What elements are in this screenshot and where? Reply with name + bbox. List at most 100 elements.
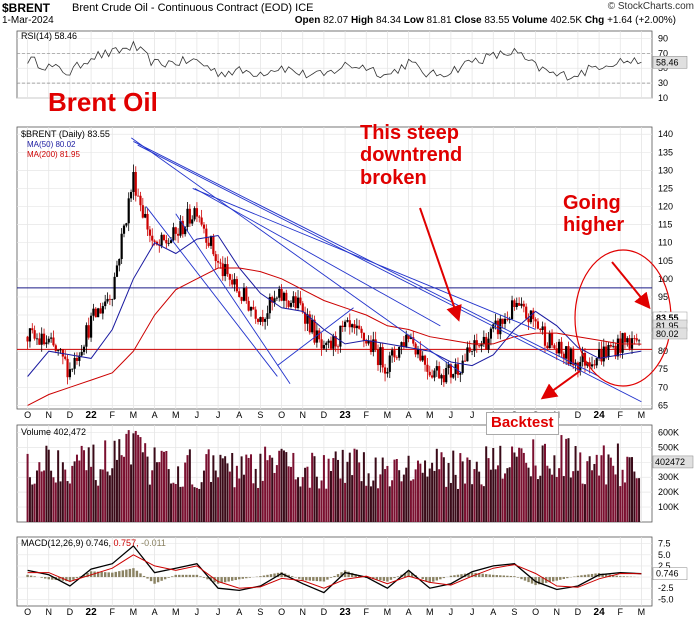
volume-bar xyxy=(97,485,100,522)
high-label: High xyxy=(350,15,374,26)
volume-bar xyxy=(75,454,78,522)
x-tick-label: 23 xyxy=(340,607,352,618)
candle-body xyxy=(581,352,584,363)
macd-histogram-bar xyxy=(65,577,68,582)
candle-body xyxy=(92,308,95,316)
volume-bar xyxy=(334,451,337,522)
candle-body xyxy=(602,346,605,362)
candle-body xyxy=(485,336,488,350)
macd-histogram-bar xyxy=(312,577,315,581)
candle-body xyxy=(179,220,182,236)
volume-bar xyxy=(318,488,321,522)
candle-body xyxy=(419,348,422,361)
backtest-annotation: Backtest xyxy=(486,412,559,435)
volume-bar xyxy=(57,450,60,522)
volume-bar xyxy=(242,474,245,522)
macd-line xyxy=(27,544,642,594)
candle-body xyxy=(191,219,194,224)
close-value: 83.55 xyxy=(484,15,510,26)
volume-bar xyxy=(68,483,71,522)
x-tick-label: O xyxy=(532,607,539,617)
candle-body xyxy=(388,355,391,372)
volume-bar xyxy=(616,443,619,522)
volume-bar xyxy=(344,482,347,522)
candle-body xyxy=(104,301,107,307)
candle-body xyxy=(555,348,558,354)
candle-body xyxy=(66,358,69,378)
candle-body xyxy=(73,357,76,369)
trendline xyxy=(277,307,354,366)
volume-bar xyxy=(553,455,556,522)
x-tick-label: F xyxy=(618,410,624,420)
candle-body xyxy=(172,227,175,241)
rsi-tick-label: 30 xyxy=(658,78,668,88)
candle-body xyxy=(438,366,441,379)
volume-bar xyxy=(466,457,469,522)
macd-histogram-bar xyxy=(298,577,301,579)
macd-tick-label: -5.0 xyxy=(658,594,674,604)
candle-body xyxy=(369,340,373,353)
candle-body xyxy=(287,300,290,307)
macd-histogram-bar xyxy=(329,577,333,578)
candle-body xyxy=(238,291,241,297)
candle-body xyxy=(506,318,509,320)
candle-body xyxy=(113,276,116,300)
volume-bar xyxy=(508,467,511,522)
macd-histogram-bar xyxy=(372,577,375,580)
macd-histogram-bar xyxy=(287,574,290,578)
candle-body xyxy=(633,338,636,339)
volume-bar xyxy=(367,473,370,522)
macd-histogram-bar xyxy=(146,577,149,579)
macd-histogram-bar xyxy=(118,571,121,578)
candle-body xyxy=(452,374,455,378)
volume-bar xyxy=(532,439,535,522)
x-tick-label: D xyxy=(575,410,582,420)
panel-frame-price xyxy=(16,126,653,410)
macd-histogram-bar xyxy=(435,577,439,581)
candle-body xyxy=(515,302,518,307)
volume-bar xyxy=(261,480,264,522)
volume-bar xyxy=(217,477,220,522)
volume-bar xyxy=(54,482,57,522)
volume-bar xyxy=(200,482,203,522)
candle-body xyxy=(120,233,123,260)
candle-body xyxy=(186,208,189,228)
volume-bar xyxy=(141,452,144,522)
volume-bar xyxy=(162,451,165,522)
macd-histogram-bar xyxy=(509,575,513,578)
candle-body xyxy=(139,195,142,206)
symbol-label: $BRENT xyxy=(2,1,51,15)
price-tick-label: 105 xyxy=(658,256,673,266)
volume-bar xyxy=(289,466,292,522)
macd-histogram-bar xyxy=(611,575,615,578)
macd-histogram-bar xyxy=(213,577,216,583)
volume-bar xyxy=(104,440,107,522)
volume-bar xyxy=(393,459,396,522)
macd-histogram-bar xyxy=(322,577,326,582)
volume-bar xyxy=(386,465,389,522)
candle-body xyxy=(541,326,544,330)
macd-histogram-bar xyxy=(396,576,400,578)
macd-histogram-bar xyxy=(238,577,241,580)
volume-bar xyxy=(245,454,248,522)
volume-bar xyxy=(254,468,257,522)
trendline xyxy=(192,188,536,330)
candle-body xyxy=(47,338,50,343)
candle-body xyxy=(496,320,500,335)
candle-body xyxy=(433,370,436,378)
macd-histogram-bar xyxy=(40,577,43,578)
x-tick-label: J xyxy=(449,410,454,420)
macd-histogram-bar xyxy=(619,576,622,578)
volume-bar xyxy=(268,455,271,522)
volume-bar xyxy=(50,470,53,522)
macd-histogram-bar xyxy=(601,573,604,578)
macd-histogram-bar xyxy=(266,574,269,578)
macd-histogram-bar xyxy=(44,577,47,579)
volume-bar xyxy=(113,440,116,522)
macd-histogram-bar xyxy=(107,572,110,578)
volume-bar xyxy=(139,437,142,522)
macd-last-value: 0.746 xyxy=(656,569,679,579)
candle-body xyxy=(480,343,483,347)
rsi-last-value: 58.46 xyxy=(656,57,679,67)
volume-bar xyxy=(579,452,582,522)
